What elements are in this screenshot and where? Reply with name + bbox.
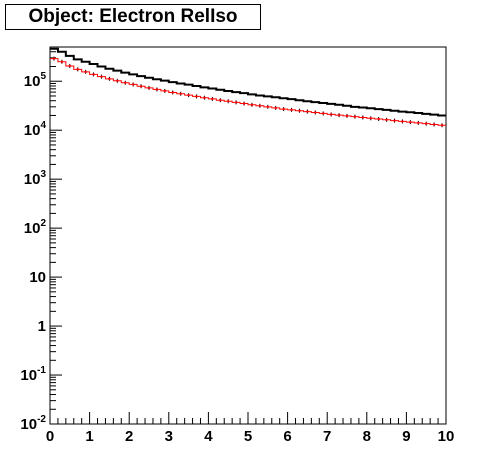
series-red-point	[369, 117, 372, 120]
series-black-histogram	[50, 47, 446, 117]
series-red-point	[282, 108, 285, 111]
series-red-point	[385, 118, 388, 121]
y-tick-label: 10	[29, 269, 46, 286]
series-red-point	[441, 124, 444, 127]
y-tick-label: 104	[24, 120, 47, 139]
series-red-point	[227, 100, 230, 103]
y-tick-label: 10-1	[20, 365, 46, 384]
series-red-point	[243, 102, 246, 105]
series-red-point	[290, 108, 293, 111]
y-tick-label: 1	[38, 318, 46, 335]
x-tick-label: 1	[85, 428, 93, 445]
series-red-point	[203, 96, 206, 99]
x-tick-label: 10	[438, 428, 455, 445]
series-red-point	[179, 92, 182, 95]
series-red-point	[148, 86, 150, 89]
series-red-point	[433, 123, 436, 126]
series-red-point	[132, 83, 135, 86]
x-tick-label: 3	[165, 428, 173, 445]
x-tick-label: 7	[323, 428, 331, 445]
series-red-point	[338, 114, 341, 117]
series-red-point	[92, 73, 95, 76]
y-tick-label: 103	[24, 169, 47, 188]
chart-title: Object: Electron RelIso	[5, 4, 261, 30]
y-tick-label: 10-2	[20, 414, 46, 433]
x-tick-label: 6	[283, 428, 291, 445]
series-red-point	[322, 112, 325, 115]
series-red-point	[330, 113, 333, 116]
series-red-point	[76, 68, 79, 71]
series-red-point	[361, 116, 364, 119]
series-red-point	[171, 91, 174, 94]
x-tick-label: 5	[244, 428, 252, 445]
x-tick-label: 2	[125, 428, 133, 445]
series-red-point	[155, 88, 158, 91]
series-red-point	[163, 89, 166, 92]
series-red-point	[52, 57, 55, 60]
y-tick-label: 105	[24, 71, 47, 90]
series-red-point	[68, 64, 71, 67]
series-red-point	[84, 70, 87, 73]
x-tick-label: 4	[204, 428, 213, 445]
series-red-point	[353, 115, 356, 118]
y-tick-label: 102	[24, 218, 47, 237]
series-red-point	[393, 119, 396, 122]
series-red-point	[187, 94, 190, 97]
x-tick-label: 8	[363, 428, 371, 445]
series-red-point	[100, 75, 103, 78]
series-red-point	[425, 122, 428, 125]
series-red-point	[274, 106, 277, 109]
series-red-point	[409, 121, 412, 124]
series-red-point	[401, 120, 404, 123]
series-red-point	[298, 109, 301, 112]
series-red-point	[417, 121, 420, 124]
series-red-point	[346, 114, 348, 117]
x-tick-label: 9	[402, 428, 410, 445]
series-red-point	[258, 104, 261, 107]
series-red-point	[377, 118, 380, 121]
series-red-point	[116, 79, 119, 82]
series-red-point	[235, 101, 238, 104]
series-red-point	[266, 105, 269, 108]
series-red-point	[211, 97, 214, 100]
series-red-point	[124, 81, 127, 84]
series-red-point	[306, 110, 309, 113]
series-red-point	[140, 85, 143, 88]
series-red-point	[108, 77, 111, 80]
series-red-point	[219, 99, 222, 102]
series-red-point	[195, 95, 198, 98]
series-red-point	[60, 60, 63, 63]
series-red-point	[250, 103, 253, 106]
x-tick-label: 0	[46, 428, 54, 445]
series-red-point	[314, 111, 317, 114]
